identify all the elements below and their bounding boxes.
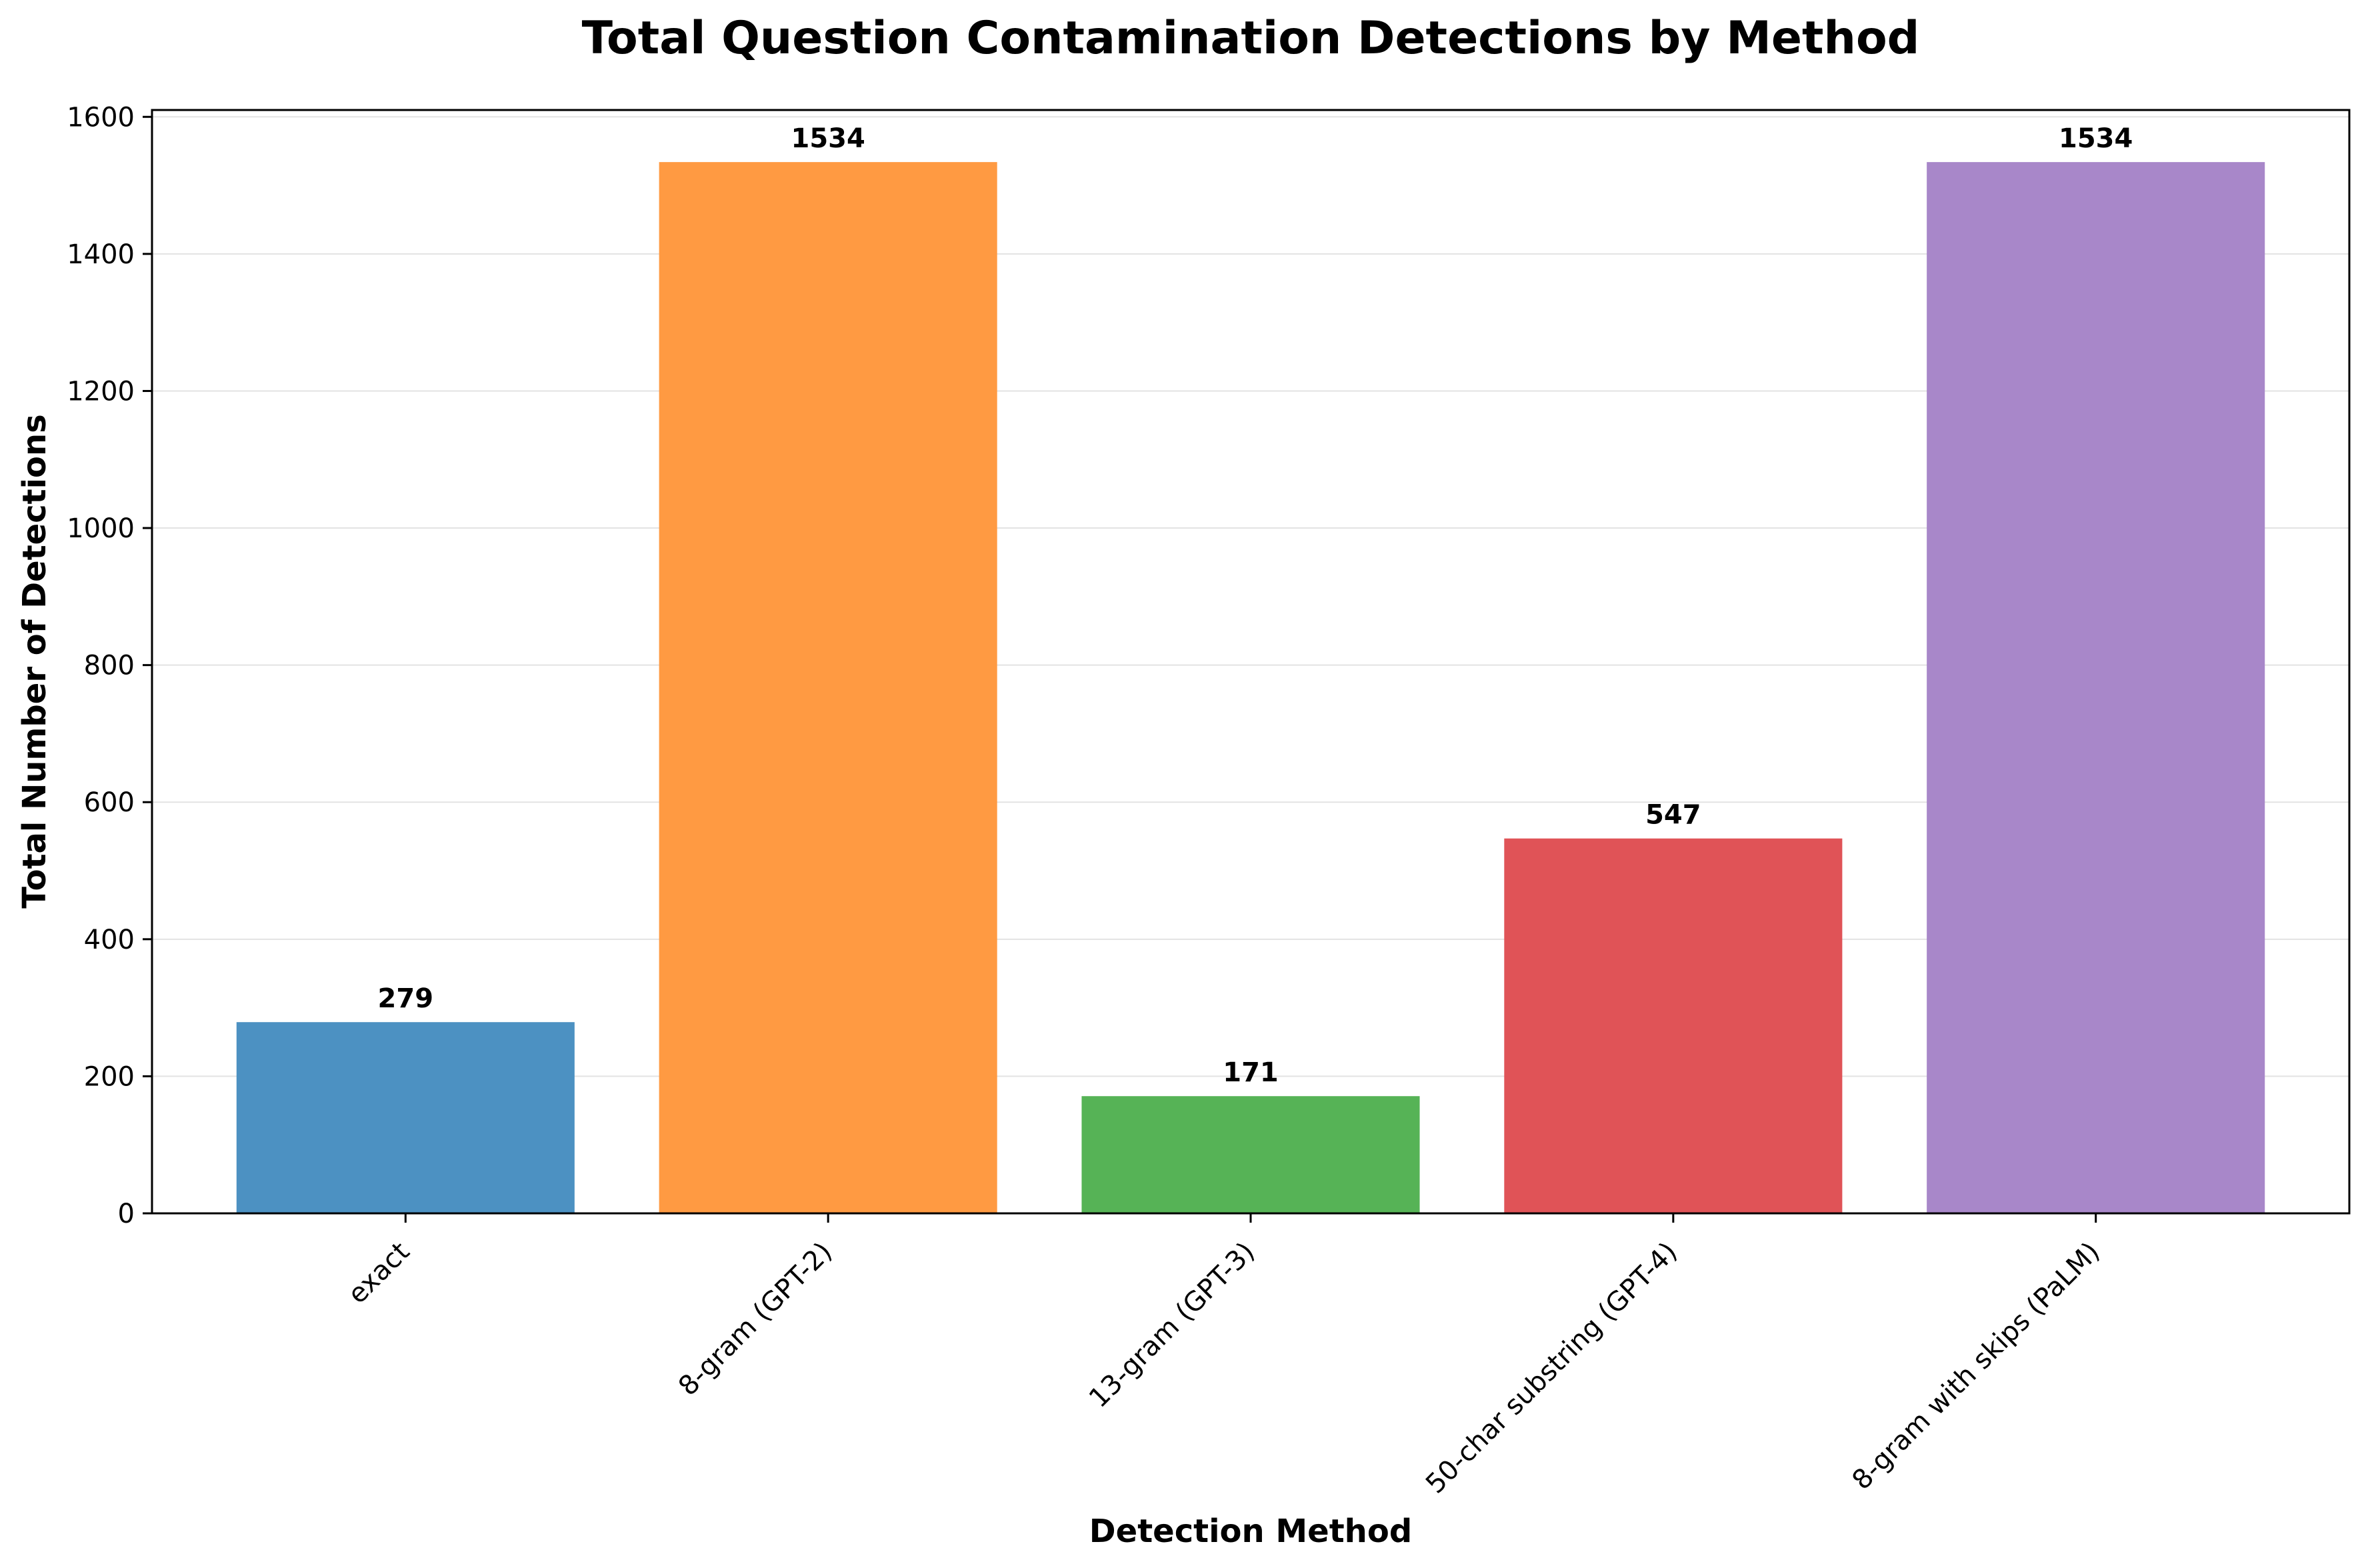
- y-axis-title: Total Number of Detections: [16, 414, 53, 909]
- x-tick-label: 13-gram (GPT-3): [1083, 1237, 1261, 1414]
- y-tick-label: 1200: [67, 376, 135, 407]
- y-tick-label: 1000: [67, 513, 135, 544]
- x-tick-label: exact: [342, 1237, 415, 1310]
- x-axis-ticks: exact 8-gram (GPT-2) 13-gram (GPT-3) 50-cha…: [342, 1213, 2106, 1499]
- y-axis-ticks: 0 200 400 600 800 1000 1200 1400 1600: [67, 102, 152, 1229]
- chart-title: Total Question Contamination Detections …: [582, 12, 1920, 65]
- x-tick-label: 50-char substring (GPT-4): [1420, 1237, 1683, 1500]
- data-label: 547: [1645, 800, 1701, 831]
- y-tick-label: 1400: [67, 239, 135, 270]
- y-tick-label: 600: [84, 787, 135, 818]
- data-labels: 279 1534 171 547 1534: [378, 123, 2133, 1088]
- y-tick-label: 200: [84, 1061, 135, 1092]
- data-label: 1534: [791, 123, 865, 154]
- bars: [237, 162, 2265, 1213]
- bar: [1927, 162, 2265, 1213]
- data-label: 1534: [2059, 123, 2133, 154]
- y-tick-label: 800: [84, 651, 135, 681]
- y-tick-label: 1600: [67, 102, 135, 133]
- x-tick-label: 8-gram (GPT-2): [673, 1237, 838, 1402]
- data-label: 171: [1223, 1057, 1279, 1088]
- x-tick-label: 8-gram with skips (PaLM): [1847, 1237, 2106, 1496]
- y-tick-label: 400: [84, 925, 135, 955]
- bar: [1504, 839, 1842, 1213]
- data-label: 279: [378, 983, 434, 1014]
- x-axis-title: Detection Method: [1089, 1513, 1412, 1550]
- bar: [659, 162, 997, 1213]
- bar: [237, 1022, 575, 1213]
- bar: [1081, 1096, 1419, 1213]
- y-tick-label: 0: [118, 1199, 135, 1229]
